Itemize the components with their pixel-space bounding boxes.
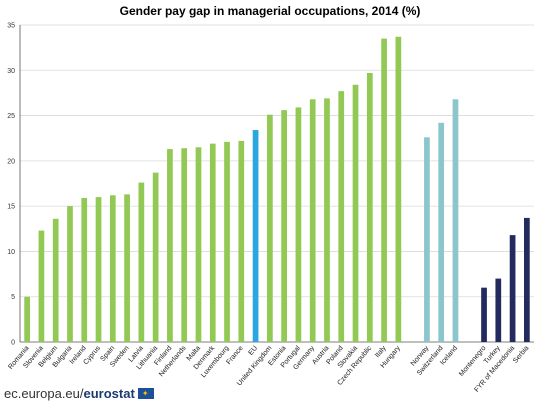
- bar: [52, 218, 59, 342]
- x-tick-label: EU: [247, 345, 259, 357]
- bar: [95, 197, 102, 342]
- y-tick-label: 25: [7, 113, 15, 120]
- bar: [81, 197, 88, 342]
- bar: [524, 217, 530, 342]
- bar: [481, 287, 487, 342]
- bar: [281, 110, 287, 342]
- footer-site: ec.europa.eu/: [4, 386, 84, 401]
- bar: [309, 99, 316, 342]
- bar: [195, 147, 202, 342]
- bar: [352, 84, 359, 342]
- bar: [338, 91, 345, 342]
- bar: [24, 296, 30, 342]
- bar: [109, 195, 116, 342]
- bar: [509, 235, 516, 342]
- bar: [267, 114, 273, 342]
- footer-brand: eurostat: [83, 386, 135, 401]
- bar: [67, 206, 73, 342]
- bar: [424, 137, 430, 342]
- bar: [124, 194, 130, 342]
- bar: [167, 149, 173, 342]
- bar: [366, 73, 373, 342]
- x-tick-label: Serbia: [512, 345, 530, 365]
- bar: [395, 36, 402, 342]
- bar: [224, 141, 230, 342]
- bar: [152, 172, 159, 342]
- bar: [209, 143, 216, 342]
- bar: [138, 182, 145, 342]
- bar: [452, 99, 459, 342]
- y-tick-label: 30: [7, 68, 15, 75]
- bar: [381, 38, 387, 342]
- bar: [324, 98, 330, 342]
- y-tick-label: 15: [7, 204, 15, 211]
- footer-logo: ec.europa.eu/eurostat: [4, 386, 154, 401]
- bar: [252, 130, 259, 342]
- y-tick-label: 0: [11, 340, 15, 347]
- y-tick-label: 20: [7, 158, 15, 165]
- bar: [438, 122, 445, 343]
- y-tick-label: 10: [7, 249, 15, 256]
- bar: [38, 230, 45, 342]
- chart-title: Gender pay gap in managerial occupations…: [119, 4, 421, 18]
- y-tick-label: 35: [7, 23, 15, 30]
- bar: [495, 278, 502, 342]
- bar: [238, 140, 245, 342]
- bar: [181, 148, 188, 342]
- y-tick-label: 5: [11, 294, 15, 301]
- eu-flag-icon: [137, 388, 154, 399]
- bar: [295, 107, 302, 342]
